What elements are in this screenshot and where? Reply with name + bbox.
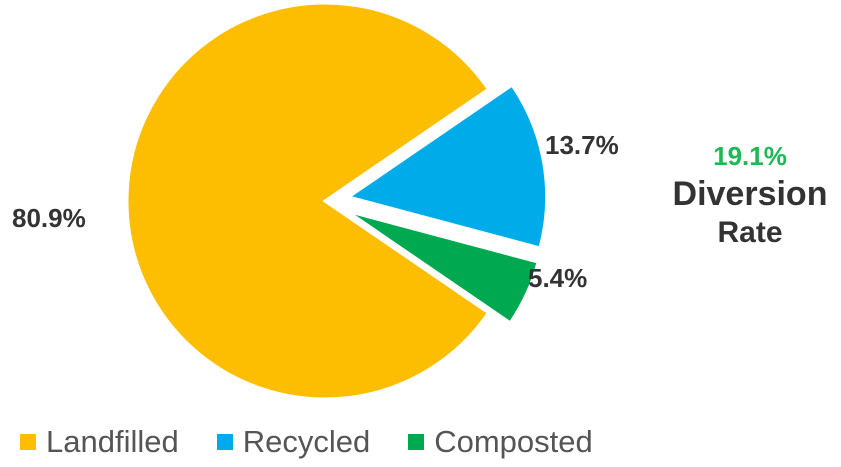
legend-label-landfilled: Landfilled — [46, 424, 179, 459]
legend-label-composted: Composted — [434, 424, 593, 459]
legend-swatch-landfilled — [20, 434, 36, 450]
diversion-rate-label-line2: Rate — [717, 216, 783, 249]
diversion-rate-callout: 19.1% Diversion Rate — [660, 140, 840, 250]
slice-label-landfilled: 80.9% — [12, 203, 86, 233]
diversion-rate-label-line1: Diversion — [672, 175, 828, 213]
slice-label-composted: 5.4% — [528, 263, 588, 293]
legend-item-landfilled: Landfilled — [20, 424, 179, 460]
pie-slice-landfilled — [125, 1, 491, 401]
legend-swatch-recycled — [216, 434, 233, 450]
legend-label-recycled: Recycled — [242, 424, 371, 459]
legend-swatch-composted — [408, 434, 425, 450]
legend-item-composted: Composted — [408, 424, 593, 460]
legend-item-recycled: Recycled — [216, 424, 371, 460]
slice-label-recycled: 13.7% — [545, 130, 619, 160]
chart-legend: Landfilled Recycled Composted — [20, 424, 631, 460]
pie-slice-composted — [345, 209, 540, 325]
diversion-rate-value: 19.1% — [713, 141, 787, 171]
pie-slice-recycled — [345, 83, 549, 250]
